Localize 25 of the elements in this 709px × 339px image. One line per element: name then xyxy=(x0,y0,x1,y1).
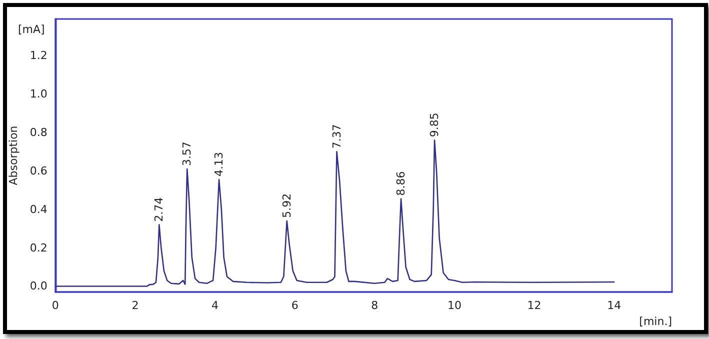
annotation: 4.13 xyxy=(212,152,226,177)
annotation: 2.74 xyxy=(152,197,166,222)
y-tick-label: 1.0 xyxy=(30,87,48,100)
text: [mA] xyxy=(18,23,45,36)
y-tick-label: 0.6 xyxy=(30,164,48,178)
y-tick-label: 0.4 xyxy=(30,202,48,216)
x-tick-label: 6 xyxy=(291,299,298,312)
annotation: 8.86 xyxy=(394,171,408,196)
annotation: 5.92 xyxy=(280,193,294,218)
y-tick-label: 0.0 xyxy=(30,280,48,293)
y-tick-label: 1.2 xyxy=(30,49,48,62)
annotation: 7.37 xyxy=(330,124,344,149)
y-tick-label: 0.2 xyxy=(30,241,48,254)
x-tick-label: 10 xyxy=(447,299,462,312)
x-tick-label: 12 xyxy=(527,299,542,312)
annotation: 9.85 xyxy=(428,112,442,138)
y-tick-label: 0.8 xyxy=(30,126,48,139)
x-tick-label: 4 xyxy=(212,299,219,312)
annotation: 3.57 xyxy=(180,141,194,166)
x-tick-label: 14 xyxy=(607,299,622,312)
x-tick-label: 0 xyxy=(52,299,59,312)
y-axis-title: Absorption xyxy=(7,126,20,186)
x-tick-label: 2 xyxy=(132,299,139,312)
x-tick-label: 8 xyxy=(371,299,378,312)
x-axis-title: [min.] xyxy=(639,315,672,328)
